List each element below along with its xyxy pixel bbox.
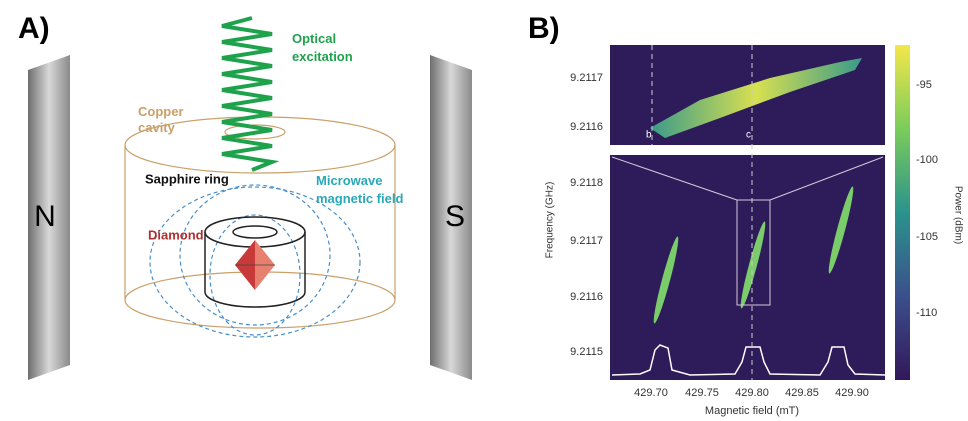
colorbar [895, 45, 910, 380]
text-line: cavity [138, 120, 176, 135]
x-axis-label: Magnetic field (mT) [705, 405, 799, 417]
y-tick-label: 9.2116 [570, 291, 603, 303]
colorbar-tick-label: -95 [916, 79, 932, 91]
x-tick-label: 429.70 [634, 387, 668, 399]
figure: A) N S Optical excitation Coppercavity Sa… [0, 0, 968, 421]
pole-label: N [34, 200, 56, 233]
y-axis-label: Frequency (GHz) [545, 182, 556, 259]
colorbar-tick-label: -100 [916, 154, 938, 166]
y-tick-label: 9.2117 [570, 235, 603, 247]
text-line: Microwave [316, 173, 382, 188]
marker: b [646, 130, 652, 141]
colorbar-tick-label: -110 [916, 307, 937, 319]
text-line: magnetic field [316, 191, 403, 206]
text-line: excitation [292, 49, 353, 64]
y-tick-label: 9.2116 [570, 121, 603, 133]
colorbar-tick-label: -105 [916, 231, 938, 243]
panel-label: A) [18, 12, 50, 45]
y-tick-label: 9.2117 [570, 72, 603, 84]
x-tick-label: 429.75 [685, 387, 719, 399]
x-tick-label: 429.90 [835, 387, 869, 399]
panel-label: B) [528, 12, 560, 45]
annotation: Diamond [148, 227, 204, 242]
page: {"panel_a": {"label": "A)", "north": "N"… [0, 0, 968, 421]
optical-spring [222, 18, 272, 170]
annotation: Sapphire ring [145, 171, 229, 186]
x-tick-label: 429.80 [735, 387, 769, 399]
pole-label: S [445, 200, 465, 233]
y-tick-label: 9.2115 [570, 346, 603, 358]
annotation: Microwave magnetic field [316, 173, 403, 206]
x-tick-label: 429.85 [785, 387, 819, 399]
colorbar-label: Power (dBm) [952, 186, 963, 244]
annotation: Optical excitation [292, 31, 353, 64]
marker: c [746, 130, 751, 141]
text-line: Copper [138, 104, 184, 119]
text-line: Optical [292, 31, 336, 46]
diamond-crystal [235, 240, 275, 290]
y-tick-label: 9.2118 [570, 177, 603, 189]
